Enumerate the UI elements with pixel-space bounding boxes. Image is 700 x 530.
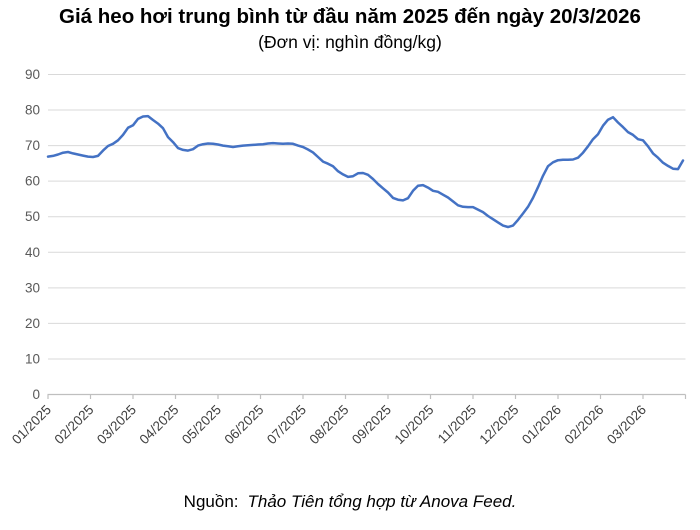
x-axis-label: 07/2025 bbox=[264, 402, 309, 447]
source-prefix: Nguồn: bbox=[183, 492, 239, 511]
x-axis-label: 02/2025 bbox=[51, 402, 96, 447]
x-axis-label: 12/2025 bbox=[476, 402, 521, 447]
y-axis-label: 10 bbox=[25, 351, 40, 366]
y-axis-label: 20 bbox=[25, 316, 40, 331]
x-axis-label: 03/2026 bbox=[604, 402, 649, 447]
x-axis-label: 08/2025 bbox=[306, 402, 351, 447]
y-axis-label: 40 bbox=[25, 245, 40, 260]
x-axis-label: 04/2025 bbox=[136, 402, 181, 447]
x-axis-label: 03/2025 bbox=[94, 402, 139, 447]
x-axis-label: 11/2025 bbox=[435, 402, 479, 446]
x-axis-label: 06/2025 bbox=[221, 402, 266, 447]
y-axis-label: 80 bbox=[25, 103, 40, 118]
y-axis-label: 60 bbox=[25, 174, 40, 189]
y-axis-label: 50 bbox=[25, 209, 40, 224]
y-axis-label: 90 bbox=[25, 67, 40, 82]
x-axis-label: 10/2025 bbox=[391, 402, 436, 447]
source-line: Nguồn: Thảo Tiên tổng hợp từ Anova Feed. bbox=[0, 492, 700, 512]
y-axis-label: 0 bbox=[32, 387, 40, 402]
chart-title: Giá heo hơi trung bình từ đầu năm 2025 đ… bbox=[59, 5, 641, 28]
y-axis-label: 70 bbox=[25, 138, 40, 153]
y-axis-label: 30 bbox=[25, 280, 40, 295]
x-axis-label: 01/2025 bbox=[9, 402, 54, 447]
x-axis-label: 01/2026 bbox=[519, 402, 564, 447]
source-text: Thảo Tiên tổng hợp từ Anova Feed. bbox=[247, 492, 517, 511]
x-axis-label: 05/2025 bbox=[179, 402, 224, 447]
chart-subtitle: (Đơn vị: nghìn đồng/kg) bbox=[258, 32, 442, 52]
price-line bbox=[46, 114, 685, 229]
x-axis-label: 09/2025 bbox=[349, 402, 394, 447]
x-axis-label: 02/2026 bbox=[561, 402, 606, 447]
